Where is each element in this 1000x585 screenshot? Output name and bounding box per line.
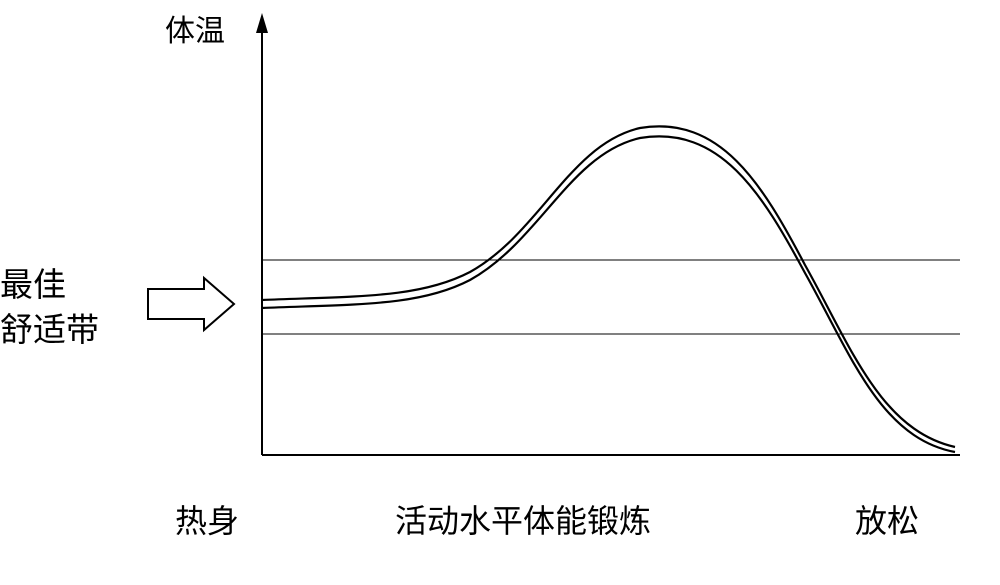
- comfort-band-label: 最佳 舒适带: [0, 264, 99, 353]
- x-label-warmup: 热身: [175, 500, 239, 543]
- chart-stage: 体温 最佳 舒适带 热身 活动水平体能锻炼 放松: [0, 0, 1000, 585]
- y-axis-title: 体温: [165, 12, 225, 53]
- temperature-curve-inner: [262, 136, 955, 452]
- y-axis-arrow-icon: [256, 13, 268, 33]
- chart-svg: [0, 0, 1000, 585]
- temperature-curve-outer: [262, 126, 955, 447]
- arrow-right-icon: [148, 278, 234, 330]
- x-label-exercise: 活动水平体能锻炼: [395, 500, 651, 543]
- x-label-cooldown: 放松: [855, 500, 919, 543]
